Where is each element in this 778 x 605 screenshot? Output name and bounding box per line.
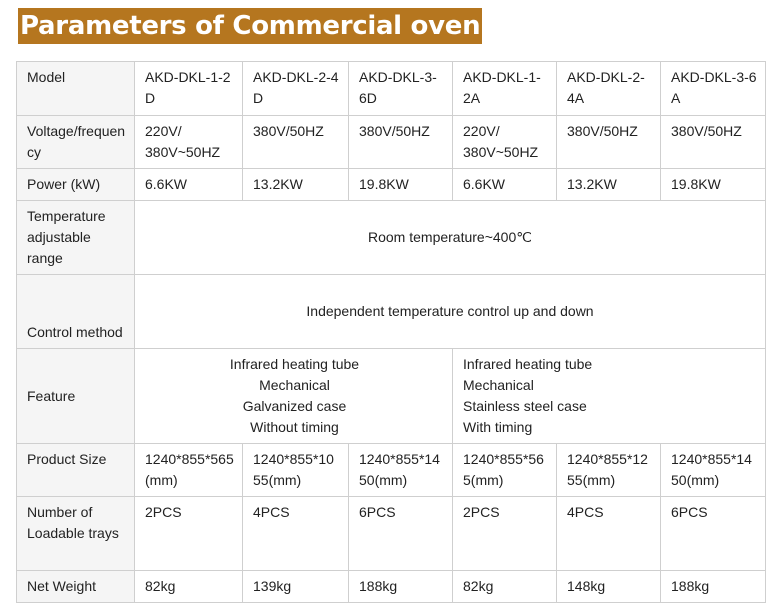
power-cell: 19.8KW (660, 168, 766, 201)
feature-line: Mechanical (259, 377, 330, 393)
model-cell: AKD-DKL-2-4A (556, 61, 661, 116)
weight-cell: 188kg (660, 570, 766, 603)
row-label-voltage: Voltage/frequency (16, 115, 135, 169)
trays-cell: 2PCS (452, 496, 557, 571)
weight-cell: 82kg (134, 570, 243, 603)
row-label-temperature: Temperature adjustable range (16, 200, 135, 275)
size-cell: 1240*855*1255(mm) (556, 443, 661, 497)
feature-line: Infrared heating tube (229, 356, 360, 372)
temperature-range-cell: Room temperature~400℃ (134, 200, 766, 275)
voltage-cell: 380V/50HZ (660, 115, 766, 169)
model-cell: AKD-DKL-1-2D (134, 61, 243, 116)
feature-line: Stainless steel case (463, 398, 587, 414)
voltage-cell: 380V/50HZ (348, 115, 453, 169)
size-cell: 1240*855*1450(mm) (348, 443, 453, 497)
trays-cell: 6PCS (660, 496, 766, 571)
voltage-cell: 220V/ 380V~50HZ (134, 115, 243, 169)
feature-line: Galvanized case (242, 398, 347, 414)
power-cell: 6.6KW (452, 168, 557, 201)
feature-line: With timing (463, 419, 533, 435)
size-cell: 1240*855*1055(mm) (242, 443, 349, 497)
table-row: Product Size 1240*855*565(mm) 1240*855*1… (16, 443, 766, 497)
control-method-cell: Independent temperature control up and d… (134, 274, 766, 349)
voltage-cell: 380V/50HZ (556, 115, 661, 169)
trays-cell: 6PCS (348, 496, 453, 571)
weight-cell: 188kg (348, 570, 453, 603)
table-row: Voltage/frequency 220V/ 380V~50HZ 380V/5… (16, 115, 766, 169)
size-cell: 1240*855*1450(mm) (660, 443, 766, 497)
row-label-model: Model (16, 61, 135, 116)
trays-cell: 4PCS (242, 496, 349, 571)
row-label-size: Product Size (16, 443, 135, 497)
table-row: Number of Loadable trays 2PCS 4PCS 6PCS … (16, 496, 766, 571)
table-row: Power (kW) 6.6KW 13.2KW 19.8KW 6.6KW 13.… (16, 168, 766, 201)
feature-line: Mechanical (463, 377, 534, 393)
feature-line: Without timing (250, 419, 339, 435)
model-cell: AKD-DKL-1-2A (452, 61, 557, 116)
weight-cell: 82kg (452, 570, 557, 603)
row-label-feature: Feature (16, 348, 135, 444)
power-cell: 6.6KW (134, 168, 243, 201)
row-label-power: Power (kW) (16, 168, 135, 201)
model-cell: AKD-DKL-3-6D (348, 61, 453, 116)
page-title: Parameters of Commercial oven (18, 8, 483, 44)
parameters-table: Model AKD-DKL-1-2D AKD-DKL-2-4D AKD-DKL-… (16, 61, 766, 603)
power-cell: 13.2KW (242, 168, 349, 201)
voltage-cell: 380V/50HZ (242, 115, 349, 169)
row-label-control: Control method (16, 274, 135, 349)
voltage-cell: 220V/ 380V~50HZ (452, 115, 557, 169)
trays-cell: 2PCS (134, 496, 243, 571)
weight-cell: 139kg (242, 570, 349, 603)
table-row: Feature Infrared heating tube Mechanical… (16, 348, 766, 444)
size-cell: 1240*855*565(mm) (452, 443, 557, 497)
weight-cell: 148kg (556, 570, 661, 603)
trays-cell: 4PCS (556, 496, 661, 571)
model-cell: AKD-DKL-3-6A (660, 61, 766, 116)
table-row: Control method Independent temperature c… (16, 274, 766, 349)
table-row: Model AKD-DKL-1-2D AKD-DKL-2-4D AKD-DKL-… (16, 61, 766, 116)
table-row: Net Weight 82kg 139kg 188kg 82kg 148kg 1… (16, 570, 766, 603)
power-cell: 13.2KW (556, 168, 661, 201)
table-row: Temperature adjustable range Room temper… (16, 200, 766, 275)
feature-cell-a: Infrared heating tube Mechanical Stainle… (452, 348, 766, 444)
feature-cell-d: Infrared heating tube Mechanical Galvani… (134, 348, 453, 444)
feature-line: Infrared heating tube (463, 356, 593, 372)
size-cell: 1240*855*565(mm) (134, 443, 243, 497)
power-cell: 19.8KW (348, 168, 453, 201)
row-label-trays: Number of Loadable trays (16, 496, 135, 571)
model-cell: AKD-DKL-2-4D (242, 61, 349, 116)
row-label-weight: Net Weight (16, 570, 135, 603)
